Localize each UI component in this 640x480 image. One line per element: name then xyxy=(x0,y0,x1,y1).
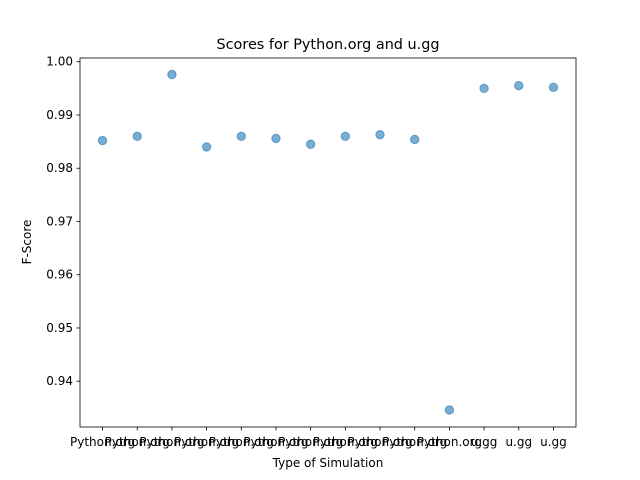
x-tick-label: Python.org xyxy=(278,435,343,449)
data-point xyxy=(132,131,142,141)
y-tick-label: 1.00 xyxy=(46,55,73,69)
y-tick-label: 0.99 xyxy=(46,108,73,122)
data-point xyxy=(305,139,316,149)
data-point xyxy=(201,142,212,152)
data-point xyxy=(236,131,246,141)
y-tick-label: 0.98 xyxy=(46,161,73,175)
data-point xyxy=(479,83,489,94)
data-point xyxy=(514,80,524,91)
data-point xyxy=(410,134,420,145)
y-tick-label: 0.95 xyxy=(46,321,73,335)
data-point xyxy=(340,131,351,141)
x-axis-ticks: Python.orgPython.orgPython.orgPython.org… xyxy=(70,427,567,449)
x-tick-label: Python.org xyxy=(347,435,412,449)
x-tick-label: Python.org xyxy=(417,435,482,449)
y-tick-label: 0.97 xyxy=(46,214,73,228)
y-axis-label: F-Score xyxy=(20,220,34,265)
y-axis-ticks: 0.94 0.95 0.96 0.97 0.98 0.99 1.00 xyxy=(46,55,80,388)
chart-title: Scores for Python.org and u.gg xyxy=(217,37,440,53)
x-tick-label: Python.org xyxy=(209,435,274,449)
data-point xyxy=(375,129,385,140)
x-tick-label: u.gg xyxy=(505,435,532,449)
x-tick-label: Python.org xyxy=(139,435,204,449)
x-tick-label: Python.org xyxy=(382,435,447,449)
x-tick-label: Python.org xyxy=(243,435,308,449)
data-point xyxy=(167,69,177,80)
x-tick-label: Python.org xyxy=(105,435,170,449)
x-tick-label: Python.org xyxy=(70,435,135,449)
x-tick-label: u.gg xyxy=(471,435,498,449)
axes-frame xyxy=(79,57,577,428)
x-tick-label: u.gg xyxy=(540,435,567,449)
plot-area xyxy=(80,58,576,427)
x-axis-label: Type of Simulation xyxy=(272,456,384,470)
x-tick-label: Python.org xyxy=(174,435,239,449)
x-tick-label: Python.org xyxy=(313,435,378,449)
data-point xyxy=(97,135,108,146)
y-tick-label: 0.94 xyxy=(46,374,73,388)
data-point xyxy=(548,82,559,92)
y-tick-label: 0.96 xyxy=(46,268,73,282)
data-point xyxy=(444,405,455,415)
data-point xyxy=(271,133,281,144)
data-points xyxy=(97,69,559,415)
